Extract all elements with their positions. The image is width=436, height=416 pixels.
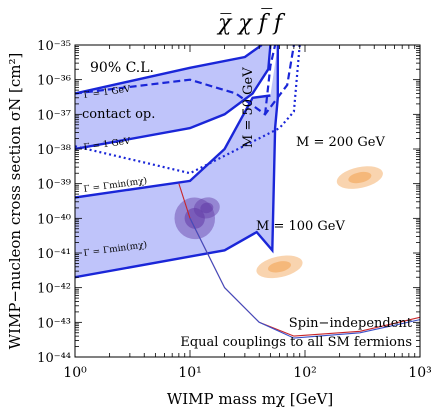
x-tick-label-1: 10¹ xyxy=(178,365,201,381)
band-upper-line-0 xyxy=(75,45,272,151)
m50-label: M = 50 GeV xyxy=(241,67,256,148)
y-tick-label-5: 10⁻³⁹ xyxy=(37,178,71,193)
y-tick-label-0: 10⁻⁴⁴ xyxy=(37,351,71,366)
y-tick-label-1: 10⁻⁴³ xyxy=(37,316,71,331)
axes-frame xyxy=(74,44,421,358)
y-tick-label-6: 10⁻³⁸ xyxy=(37,143,71,158)
band-fill-0 xyxy=(75,45,271,149)
x-tick-label-3: 10³ xyxy=(408,365,431,381)
blob-core-orange-2 xyxy=(348,171,372,184)
dashed-line-2 xyxy=(75,45,295,116)
band-lower-line-0 xyxy=(75,45,263,95)
blob-core-orange-3 xyxy=(267,261,292,273)
x-axis-label: WIMP mass mχ [GeV] xyxy=(167,390,333,408)
blob-core-purple-1 xyxy=(200,202,214,214)
plot-area xyxy=(75,45,420,339)
confidence-level-label: 90% C.L. xyxy=(90,60,154,76)
y-tick-label-2: 10⁻⁴² xyxy=(37,282,71,297)
y-tick-label-7: 10⁻³⁷ xyxy=(37,108,71,123)
x-tick-label-0: 10⁰ xyxy=(63,365,87,381)
chart-title: χ̅ χ f̅ f xyxy=(216,8,286,36)
band-lower-line-1 xyxy=(75,94,271,199)
y-tick-label-3: 10⁻⁴¹ xyxy=(37,247,71,262)
plot-frame xyxy=(74,44,421,358)
dashed-line-3 xyxy=(264,45,277,115)
limit-curve-blue xyxy=(189,218,420,339)
spin-independent-label: Spin−independent xyxy=(289,316,413,331)
m100-label: M = 100 GeV xyxy=(256,219,345,234)
contact-op-label: contact op. xyxy=(82,107,155,122)
y-tick-label-4: 10⁻⁴⁰ xyxy=(37,212,71,227)
equal-couplings-label: Equal couplings to all SM fermions xyxy=(180,335,412,350)
y-tick-label-8: 10⁻³⁶ xyxy=(37,74,71,89)
x-tick-label-2: 10² xyxy=(293,365,316,381)
band-fill-1 xyxy=(75,45,278,278)
m200-label: M = 200 GeV xyxy=(296,135,385,150)
axis-ticks: 10⁰ 10¹ 10² 10³ 10⁻⁴⁴ 10⁻⁴³ 10⁻⁴² 10⁻⁴¹ 10⁻⁴⁰ 10⁻… xyxy=(37,39,432,381)
blob-core-purple-0 xyxy=(184,207,205,229)
y-tick-label-9: 10⁻³⁵ xyxy=(37,39,71,54)
y-axis-label: WIMP−nucleon cross section σN [cm²] xyxy=(6,53,24,350)
